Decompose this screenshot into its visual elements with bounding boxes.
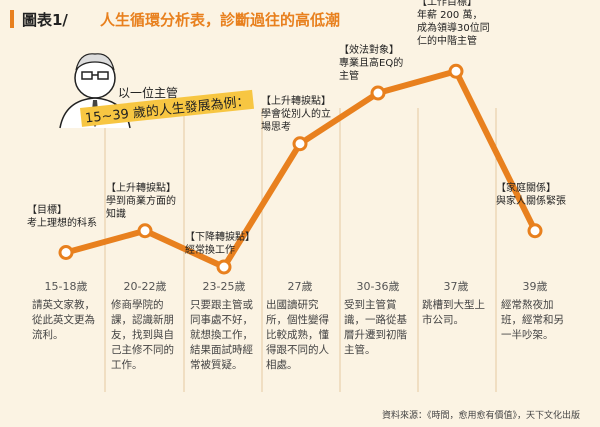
milestone-note: 【上升轉捩點】 學到商業方面的知識	[106, 182, 180, 221]
milestone-tag: 【上升轉捩點】	[106, 182, 176, 194]
data-point	[292, 136, 308, 152]
age-description: 跳槽到大型上市公司。	[422, 299, 485, 326]
age-label: 20-22歲	[123, 280, 167, 293]
milestone-tag: 【目標】	[27, 204, 67, 216]
page-title: 人生循環分析表，診斷過往的高低潮	[100, 11, 341, 29]
milestone-tag: 【工作目標】	[417, 0, 477, 9]
milestone-text: 學會從別人的立場思考	[261, 108, 331, 133]
milestone-note: 【下降轉捩點】 經常換工作	[185, 231, 259, 257]
milestone-text: 與家人關係緊張	[496, 195, 566, 207]
milestone-note: 【目標】 考上理想的科系	[27, 204, 101, 230]
age-description: 修商學院的課，認識新朋友，找到與自己主修不同的工作。	[111, 299, 174, 371]
title-prefix: 圖表1/	[22, 11, 68, 29]
age-label: 37歲	[443, 280, 469, 293]
source-note: 資料來源：《時間，愈用愈有價值》，天下文化出版	[381, 411, 580, 421]
data-point	[370, 85, 386, 101]
milestone-note: 【家庭關係】 與家人關係緊張	[496, 182, 570, 208]
age-description: 出國讀研究所，個性變得比較成熟，懂得跟不同的人相處。	[266, 299, 329, 371]
data-point	[216, 259, 232, 275]
age-label: 15-18歲	[44, 280, 88, 293]
milestone-text: 學到商業方面的知識	[106, 195, 176, 220]
milestone-text: 專業且高EQ的主管	[339, 58, 404, 82]
milestone-text: 考上理想的科系	[27, 217, 97, 229]
intro-line-1: 以一位主管	[118, 86, 179, 100]
data-point	[58, 245, 74, 260]
milestone-tag: 【上升轉捩點】	[261, 95, 331, 107]
age-label: 39歲	[522, 280, 548, 293]
age-description: 請英文家教，從此英文更為流利。	[32, 299, 95, 341]
age-description: 只要跟主管或同事處不好，就想換工作，結果面試時經常被質疑。	[190, 299, 253, 371]
data-point	[527, 223, 543, 239]
data-points	[58, 63, 543, 275]
milestone-note: 【上升轉捩點】 學會從別人的立場思考	[261, 95, 335, 134]
age-label: 27歲	[287, 280, 313, 293]
milestone-tag: 【效法對象】	[339, 45, 399, 56]
milestone-text: 經常換工作	[185, 245, 235, 256]
milestone-note: 【工作目標】 年薪 200 萬，成為領導30位同仁的中階主管	[417, 0, 491, 48]
portrait-hair	[75, 53, 115, 71]
milestone-note: 【效法對象】專業且高EQ的主管	[339, 44, 413, 83]
milestone-tag: 【下降轉捩點】	[185, 232, 255, 243]
age-label: 30-36歲	[356, 280, 400, 293]
milestone-tag: 【家庭關係】	[496, 182, 556, 194]
title-accent-bar	[10, 10, 14, 28]
age-label: 23-25歲	[202, 280, 246, 293]
data-point	[448, 63, 464, 79]
age-description: 經常熬夜加班，經常和另一半吵架。	[501, 299, 564, 341]
milestone-text: 年薪 200 萬，成為領導30位同仁的中階主管	[417, 10, 490, 48]
age-description: 受到主管賞識，一路從基層升遷到初階主管。	[344, 299, 407, 356]
data-point	[137, 223, 153, 239]
